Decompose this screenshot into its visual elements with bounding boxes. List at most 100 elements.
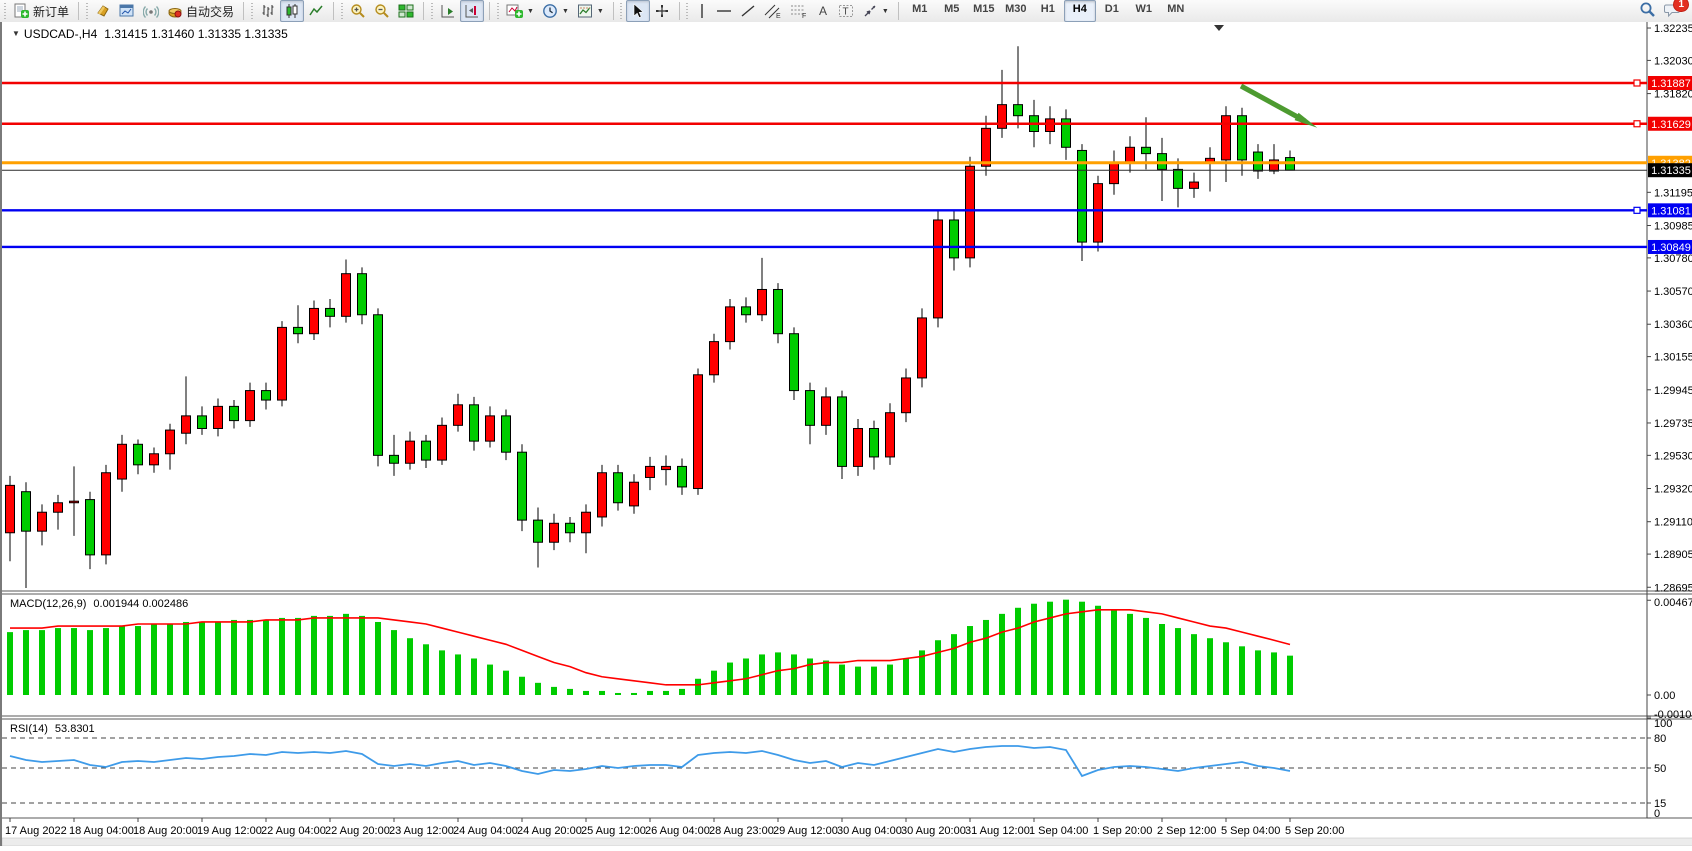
candle-body: [277, 326, 287, 401]
signal-button[interactable]: [139, 0, 163, 22]
main-toolbar: 新订单 自动交易 ▼ ▼ ▼ E F A T ▼ M1 M5 M15 M30 H1 H4 D1 W1 MN 1: [0, 0, 1692, 23]
macd-histogram-bar: [7, 632, 13, 695]
candle-body: [661, 465, 671, 471]
chart-shift-marker[interactable]: [1214, 25, 1224, 31]
macd-histogram-bar: [903, 658, 909, 695]
label-button[interactable]: T: [834, 0, 858, 22]
time-axis-label: 31 Aug 12:00: [965, 825, 1030, 837]
macd-histogram-bar: [1239, 646, 1245, 695]
toolbar-separator: [678, 2, 680, 20]
price-axis-label: 1.29945: [1654, 385, 1692, 397]
timeframe-d1-button[interactable]: D1: [1104, 3, 1119, 15]
macd-panel: [7, 599, 1651, 717]
candle-body: [133, 443, 143, 466]
chevron-down-icon[interactable]: ▼: [596, 7, 604, 15]
candle-body: [453, 404, 463, 426]
timeframe-mn-button[interactable]: MN: [1167, 3, 1185, 15]
timeframe-h1-button[interactable]: H1: [1040, 3, 1055, 15]
candlestick-button[interactable]: [280, 0, 305, 22]
timeframe-m1-button[interactable]: M1: [912, 3, 928, 15]
chart-title-caret-icon[interactable]: ▼: [12, 29, 20, 38]
level-line-handle[interactable]: [1633, 206, 1641, 214]
toolbar-grip: [85, 3, 89, 19]
candle-body: [885, 412, 895, 458]
timeframe-m5-button[interactable]: M5: [944, 3, 960, 15]
macd-histogram-bar: [311, 615, 317, 695]
trendline-button[interactable]: [736, 0, 760, 22]
price-axis-label: 1.30360: [1654, 319, 1692, 331]
candle-body: [261, 390, 271, 401]
macd-histogram-bar: [1095, 605, 1101, 695]
timeframe-m30-button[interactable]: M30: [1005, 3, 1027, 15]
candle-body: [1061, 118, 1071, 148]
text-button[interactable]: A: [812, 0, 834, 22]
periods-button[interactable]: ▼: [538, 0, 573, 22]
chevron-down-icon[interactable]: ▼: [527, 7, 534, 15]
candle-body: [117, 443, 127, 480]
rsi-axis-label: 50: [1654, 763, 1666, 775]
macd-histogram-bar: [583, 690, 589, 695]
chevron-down-icon[interactable]: ▼: [561, 7, 569, 15]
arrows-button[interactable]: ▼: [858, 0, 893, 22]
toolbar-right: 1: [1639, 0, 1692, 21]
crosshair-button[interactable]: [650, 0, 674, 22]
timeframe-h4-button[interactable]: H4: [1063, 0, 1096, 22]
macd-histogram-bar: [1047, 601, 1053, 695]
fibonacci-button[interactable]: F: [786, 0, 812, 22]
timeframe-w1-button[interactable]: W1: [1135, 3, 1153, 15]
text-icon: A: [816, 3, 830, 19]
macd-histogram-bar: [967, 626, 973, 695]
bar-chart-button[interactable]: [256, 0, 280, 22]
horizontal-line-button[interactable]: [712, 0, 736, 22]
vertical-line-button[interactable]: [692, 0, 712, 22]
candle-body: [1237, 115, 1247, 161]
autotrading-button[interactable]: 自动交易: [163, 0, 238, 22]
trend-arrow[interactable]: [1239, 83, 1318, 128]
chat-button[interactable]: 1: [1664, 0, 1689, 21]
level-line-handle[interactable]: [1633, 120, 1641, 128]
macd-histogram-bar: [1143, 617, 1149, 695]
tile-windows-button[interactable]: [394, 0, 418, 22]
charts-button[interactable]: [115, 0, 139, 22]
toolbar-group-0: 新订单: [0, 0, 75, 22]
macd-values: 0.001944 0.002486: [93, 598, 189, 610]
candle-body: [197, 415, 207, 429]
time-axis-label: 28 Aug 23:00: [709, 825, 774, 837]
zoom-out-button[interactable]: [370, 0, 394, 22]
macd-histogram-bar: [215, 621, 221, 695]
styles-button[interactable]: [91, 0, 115, 22]
channel-button[interactable]: E: [760, 0, 786, 22]
candle-body: [725, 306, 735, 343]
cursor-button[interactable]: [625, 0, 650, 22]
templates-button[interactable]: ▼: [573, 0, 608, 22]
price-badge-label: 1.31629: [1651, 119, 1691, 131]
macd-histogram-bar: [487, 664, 493, 695]
candle-body: [581, 511, 591, 534]
indicators-button[interactable]: ▼: [502, 0, 538, 22]
candle-body: [53, 502, 63, 513]
candle-body: [341, 273, 351, 317]
new-order-button[interactable]: 新订单: [9, 0, 73, 22]
label-icon: T: [838, 3, 854, 19]
svg-text:A: A: [819, 4, 827, 18]
auto-scroll-button[interactable]: [436, 0, 460, 22]
macd-histogram-bar: [919, 650, 925, 695]
toolbar-group-1: 自动交易: [82, 0, 240, 22]
chevron-down-icon[interactable]: ▼: [881, 7, 889, 15]
time-axis-label: 30 Aug 20:00: [901, 825, 966, 837]
price-axis-label: 1.28905: [1654, 549, 1692, 561]
line-chart-button[interactable]: [304, 0, 328, 22]
zoom-in-button[interactable]: [346, 0, 370, 22]
macd-histogram-bar: [1063, 599, 1069, 695]
price-badge-label: 1.31081: [1651, 205, 1691, 217]
timeframe-m15-button[interactable]: M15: [973, 3, 995, 15]
search-button[interactable]: [1639, 1, 1656, 21]
macd-histogram-bar: [1015, 607, 1021, 695]
price-chart-canvas[interactable]: 1.32235 1.32030 1.31820 1.31195 1.30985 1.307…: [1, 22, 1692, 847]
chart-shift-button[interactable]: [460, 0, 485, 22]
macd-histogram-bar: [519, 676, 525, 695]
level-line-handle[interactable]: [1633, 79, 1641, 87]
macd-histogram-bar: [263, 619, 269, 695]
macd-axis-label: 0.00: [1654, 690, 1675, 702]
time-axis-label: 19 Aug 12:00: [197, 825, 262, 837]
